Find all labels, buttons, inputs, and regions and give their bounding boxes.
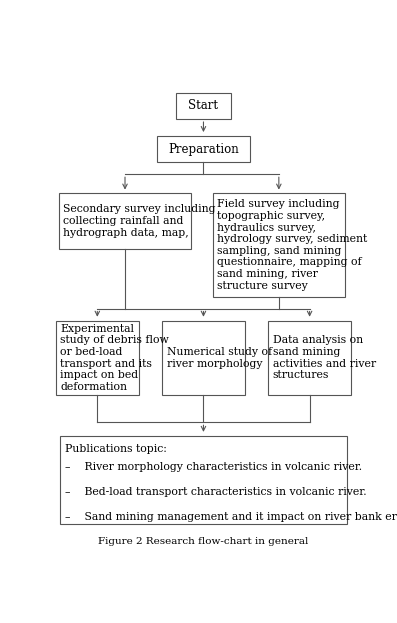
Text: Start: Start (189, 100, 218, 112)
Text: Preparation: Preparation (168, 143, 239, 156)
Text: Publications topic:: Publications topic: (65, 444, 167, 454)
Text: Experimental
study of debris flow
or bed-load
transport and its
impact on bed
de: Experimental study of debris flow or bed… (60, 324, 169, 392)
FancyBboxPatch shape (213, 194, 345, 297)
FancyBboxPatch shape (60, 435, 347, 525)
FancyBboxPatch shape (162, 321, 245, 395)
Text: Numerical study of
river morphology: Numerical study of river morphology (166, 347, 272, 369)
Text: Figure 2 Research flow-chart in general: Figure 2 Research flow-chart in general (98, 536, 308, 546)
Text: –    Sand mining management and it impact on river bank erosion.: – Sand mining management and it impact o… (65, 512, 397, 522)
FancyBboxPatch shape (176, 93, 231, 119)
Text: Field survey including
topographic survey,
hydraulics survey,
hydrology survey, : Field survey including topographic surve… (217, 199, 368, 291)
FancyBboxPatch shape (56, 321, 139, 395)
Text: –    River morphology characteristics in volcanic river.: – River morphology characteristics in vo… (65, 462, 362, 472)
FancyBboxPatch shape (157, 136, 250, 163)
FancyBboxPatch shape (268, 321, 351, 395)
Text: –    Bed-load transport characteristics in volcanic river.: – Bed-load transport characteristics in … (65, 487, 367, 497)
Text: Data analysis on
sand mining
activities and river
structures: Data analysis on sand mining activities … (273, 335, 376, 380)
FancyBboxPatch shape (59, 194, 191, 249)
Text: Secondary survey including
collecting rainfall and
hydrograph data, map,: Secondary survey including collecting ra… (64, 204, 216, 237)
